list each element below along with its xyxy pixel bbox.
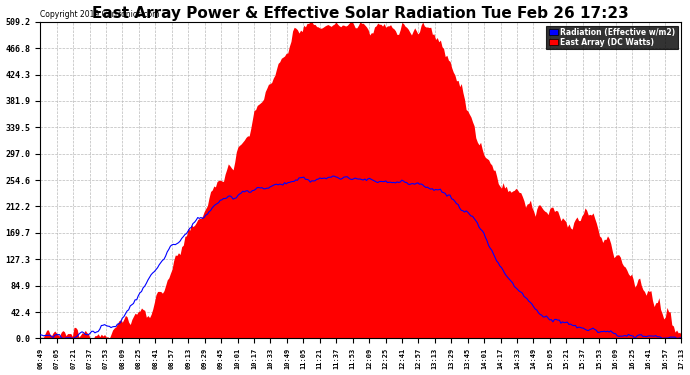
Text: Copyright 2019 Cartronics.com: Copyright 2019 Cartronics.com — [40, 9, 160, 18]
Legend: Radiation (Effective w/m2), East Array (DC Watts): Radiation (Effective w/m2), East Array (… — [546, 26, 678, 49]
Title: East Array Power & Effective Solar Radiation Tue Feb 26 17:23: East Array Power & Effective Solar Radia… — [92, 6, 629, 21]
